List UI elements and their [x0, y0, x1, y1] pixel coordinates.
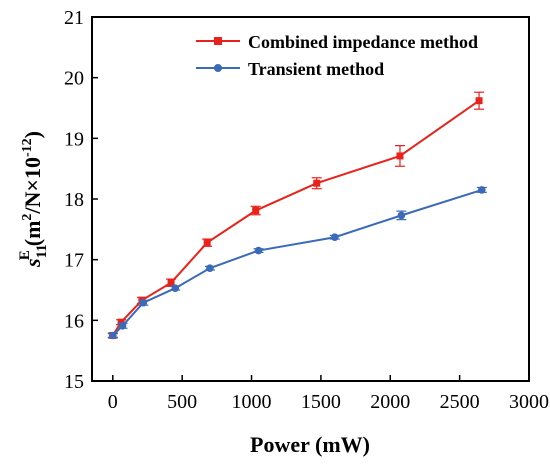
y-tick-label: 21	[64, 7, 84, 29]
series-line	[112, 188, 483, 337]
series-1	[107, 186, 487, 340]
data-point	[117, 318, 125, 326]
y-tick-label: 20	[64, 68, 84, 90]
data-point	[109, 331, 117, 340]
data-point	[252, 207, 260, 215]
y-tick-label: 17	[64, 250, 84, 272]
axis-ticks	[92, 16, 530, 382]
y-tick-label: 19	[64, 128, 84, 150]
y-axis-unit-mid: /N×10	[20, 157, 45, 215]
y-axis-unit: (m	[20, 221, 45, 247]
y-axis-title: s11E (m2/N×10-12)	[17, 131, 50, 268]
data-point	[118, 321, 127, 330]
y-axis-unit-sup: 2	[20, 214, 35, 221]
y-axis-symbol: s	[20, 258, 45, 268]
x-tick-label: 0	[108, 391, 118, 413]
x-tick-label: 2500	[440, 391, 480, 413]
data-point	[167, 279, 175, 287]
y-tick-labels: 15 16 17 18 19 20 21	[64, 7, 84, 393]
legend-label-combined: Combined impedance method	[248, 32, 478, 52]
legend-marker-circle	[214, 64, 222, 72]
data-point	[475, 97, 483, 105]
x-tick-label: 1000	[232, 391, 272, 413]
legend: Combined impedance method Transient meth…	[196, 32, 478, 79]
data-point	[254, 246, 263, 255]
x-tick-label: 500	[167, 391, 197, 413]
x-tick-label: 2000	[370, 391, 410, 413]
series-layer	[107, 91, 487, 340]
y-tick-label: 15	[64, 371, 84, 393]
y-tick-label: 18	[64, 189, 84, 211]
series-line	[111, 99, 480, 337]
legend-marker-square	[214, 37, 222, 45]
data-point	[206, 264, 214, 272]
data-point	[478, 186, 486, 194]
data-point	[396, 152, 404, 160]
data-point	[139, 298, 148, 307]
data-point	[397, 211, 406, 220]
y-tick-label: 16	[64, 310, 84, 332]
x-tick-label: 1500	[301, 391, 341, 413]
x-axis-title: Power (mW)	[250, 432, 370, 457]
y-axis-superscript: E	[17, 250, 33, 260]
data-point	[203, 239, 211, 247]
series-0	[107, 91, 485, 339]
y-axis-unit-end: )	[20, 131, 45, 138]
data-point	[171, 284, 180, 292]
data-point	[330, 233, 339, 242]
y-axis-subscript: 11	[34, 244, 50, 258]
x-tick-labels: 0 500 1000 1500 2000 2500 3000	[108, 391, 549, 413]
y-axis-unit-exp: -12	[20, 138, 35, 157]
x-tick-label: 3000	[509, 391, 549, 413]
legend-label-transient: Transient method	[248, 59, 384, 79]
data-point	[313, 179, 321, 187]
